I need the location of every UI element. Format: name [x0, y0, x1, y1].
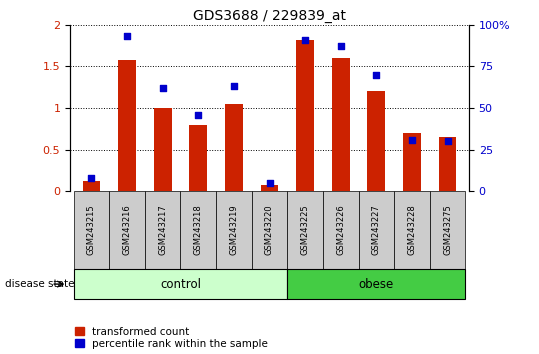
Bar: [394, 191, 430, 269]
Text: control: control: [160, 278, 201, 291]
Bar: [181, 191, 216, 269]
Text: GSM243220: GSM243220: [265, 205, 274, 256]
Point: [407, 137, 416, 142]
Bar: [189, 125, 207, 191]
Text: disease state: disease state: [5, 279, 75, 289]
Legend: transformed count, percentile rank within the sample: transformed count, percentile rank withi…: [75, 327, 268, 349]
Point: [87, 175, 96, 181]
Text: GDS3688 / 229839_at: GDS3688 / 229839_at: [193, 9, 346, 23]
Bar: [154, 108, 171, 191]
Point: [301, 37, 309, 42]
Point: [372, 72, 381, 78]
Point: [123, 34, 132, 39]
Text: obese: obese: [359, 278, 394, 291]
Bar: [252, 191, 287, 269]
Bar: [332, 58, 350, 191]
Point: [443, 138, 452, 144]
Bar: [118, 60, 136, 191]
Point: [230, 84, 238, 89]
Text: GSM243215: GSM243215: [87, 205, 96, 256]
Bar: [74, 191, 109, 269]
Text: GSM243226: GSM243226: [336, 205, 345, 256]
Bar: [296, 40, 314, 191]
Bar: [82, 181, 100, 191]
Bar: [216, 191, 252, 269]
Text: GSM243218: GSM243218: [194, 205, 203, 256]
Bar: [287, 269, 465, 299]
Bar: [225, 104, 243, 191]
Bar: [287, 191, 323, 269]
Bar: [430, 191, 465, 269]
Bar: [358, 191, 394, 269]
Bar: [403, 133, 421, 191]
Bar: [109, 191, 145, 269]
Bar: [323, 191, 358, 269]
Point: [194, 112, 203, 118]
Point: [265, 180, 274, 185]
Point: [336, 44, 345, 49]
Point: [158, 85, 167, 91]
Text: GSM243275: GSM243275: [443, 205, 452, 256]
Text: GSM243228: GSM243228: [407, 205, 417, 256]
Text: GSM243216: GSM243216: [122, 205, 132, 256]
Bar: [439, 137, 457, 191]
Bar: [74, 269, 287, 299]
Text: GSM243227: GSM243227: [372, 205, 381, 256]
Bar: [145, 191, 181, 269]
Bar: [260, 185, 279, 191]
Bar: [368, 91, 385, 191]
Text: GSM243225: GSM243225: [301, 205, 309, 256]
Text: GSM243219: GSM243219: [230, 205, 238, 256]
Text: GSM243217: GSM243217: [158, 205, 167, 256]
